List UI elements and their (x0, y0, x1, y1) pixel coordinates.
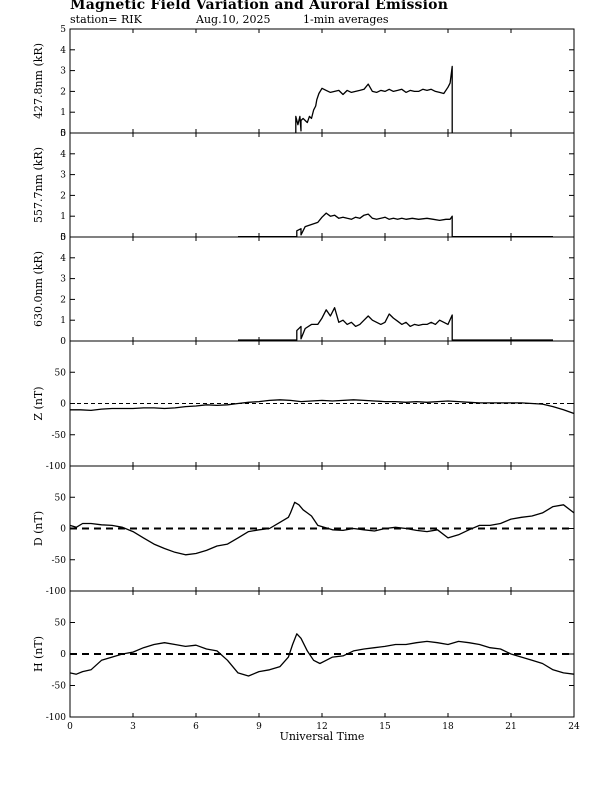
panel-frame-630 (69, 236, 575, 342)
y-tick-label: 0 (60, 650, 66, 660)
y-tick-label: 3 (60, 171, 66, 181)
y-tick-label: 0 (60, 129, 66, 139)
y-axis-title-557: 557.7nm (kR) (32, 147, 45, 223)
x-tick-label: 0 (67, 722, 73, 732)
series-line-H (69, 633, 575, 677)
y-tick-label: 4 (60, 46, 66, 56)
x-tick-label: 6 (193, 722, 199, 732)
y-tick-label: 4 (60, 150, 66, 160)
y-tick-label: 1 (60, 212, 66, 222)
y-tick-label: 3 (60, 67, 66, 77)
y-tick-label: 5 (60, 25, 66, 35)
y-axis-title-H: H (nT) (32, 636, 45, 672)
averaging-label: 1-min averages (303, 13, 389, 26)
chart-title: Magnetic Field Variation and Auroral Emi… (70, 0, 449, 13)
y-tick-label: 50 (55, 368, 67, 378)
x-tick-label: 12 (316, 722, 327, 732)
y-axis-title-D: D (nT) (32, 511, 45, 546)
y-tick-label: 0 (60, 233, 66, 243)
series-line-427 (295, 65, 453, 133)
panel-frame-427 (69, 28, 575, 134)
y-tick-label: 5 (60, 233, 66, 243)
y-tick-label: 3 (60, 275, 66, 285)
x-tick-label: 3 (130, 722, 136, 732)
y-tick-label: -100 (46, 713, 66, 723)
series-line-Z (70, 399, 575, 415)
y-axis-title-427: 427.8nm (kR) (32, 43, 45, 119)
y-tick-label: -100 (46, 587, 66, 597)
y-tick-label: 0 (60, 337, 66, 347)
y-tick-label: 1 (60, 108, 66, 118)
y-tick-label: 0 (60, 400, 66, 410)
series-line-D (69, 501, 575, 556)
y-tick-label: 0 (60, 525, 66, 535)
y-tick-label: -50 (52, 682, 67, 692)
y-tick-label: 2 (60, 87, 66, 97)
station-label: station= RIK (70, 13, 142, 26)
y-tick-label: 4 (60, 254, 66, 264)
series-line-630 (238, 307, 553, 341)
y-tick-label: 5 (60, 129, 66, 139)
y-tick-label: 2 (60, 295, 66, 305)
y-axis-title-Z: Z (nT) (32, 386, 45, 420)
y-tick-label: 50 (55, 619, 67, 629)
series-line-557 (238, 212, 553, 238)
y-tick-label: 1 (60, 316, 66, 326)
x-axis-title: Universal Time (280, 730, 365, 743)
y-tick-label: -50 (52, 556, 67, 566)
x-tick-label: 15 (379, 722, 391, 732)
y-tick-label: 2 (60, 191, 66, 201)
x-tick-label: 9 (256, 722, 262, 732)
x-tick-label: 18 (442, 722, 454, 732)
y-axis-title-630: 630.0nm (kR) (32, 251, 45, 327)
x-tick-label: 21 (505, 722, 516, 732)
y-tick-label: -50 (52, 431, 67, 441)
x-tick-label: 24 (568, 722, 580, 732)
y-tick-label: -100 (46, 462, 66, 472)
panel-frame-557 (69, 132, 575, 238)
y-tick-label: 50 (55, 493, 67, 503)
date-label: Aug.10, 2025 (196, 13, 271, 26)
